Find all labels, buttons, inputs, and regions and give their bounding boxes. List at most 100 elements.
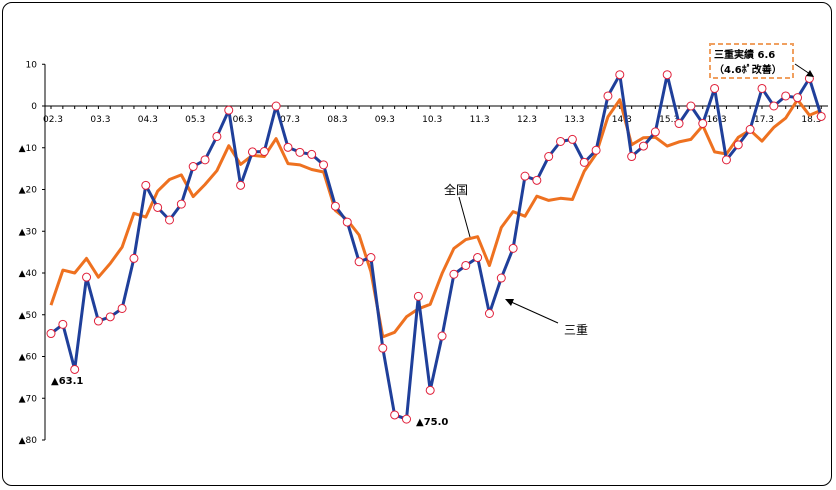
mie-data-point (710, 83, 720, 93)
mie-data-point (283, 142, 293, 152)
y-tick-label: ▲30 (19, 227, 38, 237)
x-tick-label: 04.3 (138, 115, 158, 125)
mie-data-point (165, 215, 174, 225)
x-axis-ticks: 02.3 03.3 04.3 05.3 06.3 07.3 08.3 09.3 10.3 11.3… (43, 106, 822, 125)
callout-leader-line (794, 63, 811, 75)
y-axis-ticks: 10 0 ▲10 ▲20 ▲30 ▲40 ▲50 ▲60 ▲70 ▲80 (19, 60, 45, 446)
callout-arrowhead (806, 70, 814, 77)
mie-data-point (366, 253, 376, 263)
x-tick-label: 03.3 (90, 115, 110, 125)
mie-data-point (579, 157, 589, 167)
mie-data-point (650, 127, 660, 137)
mie-series-label: 三重 (564, 323, 588, 337)
mie-data-point (745, 124, 755, 134)
min-annotation-63: ▲63.1 (51, 376, 83, 387)
mie-data-point (757, 83, 767, 93)
mie-data-point (520, 171, 530, 181)
mie-data-point (236, 180, 246, 190)
series-layer (46, 70, 826, 424)
mie-data-point (769, 101, 779, 111)
callout-box (709, 43, 794, 79)
mie-data-point (330, 201, 340, 211)
y-tick-label: ▲20 (19, 186, 38, 196)
mie-data-point (70, 364, 80, 374)
x-tick-label: 17.3 (754, 115, 774, 125)
mie-data-point (176, 199, 186, 209)
mie-data-point (662, 70, 672, 80)
x-tick-label: 12.3 (517, 115, 537, 125)
mie-data-point (188, 162, 198, 172)
y-tick-label: ▲70 (19, 394, 38, 404)
zenkoku-leader-line (458, 196, 471, 238)
mie-data-point (473, 253, 483, 263)
mie-data-point (212, 131, 222, 141)
mie-data-point (58, 319, 68, 329)
mie-data-point (319, 160, 329, 170)
y-tick-label: 10 (26, 60, 38, 70)
mie-data-point (781, 91, 791, 101)
x-tick-label: 10.3 (422, 115, 442, 125)
mie-data-point (93, 316, 103, 326)
x-tick-label: 06.3 (233, 115, 253, 125)
y-tick-label: 0 (31, 102, 37, 112)
mie-data-point (82, 272, 92, 282)
mie-data-point (413, 291, 423, 301)
mie-data-point (437, 331, 447, 341)
zenkoku-series-line (49, 98, 822, 339)
x-tick-label: 13.3 (564, 115, 584, 125)
mie-data-point (508, 243, 518, 253)
mie-data-point (639, 141, 648, 151)
y-tick-label: ▲80 (19, 436, 38, 446)
x-tick-label: 09.3 (375, 115, 395, 125)
mie-data-point (567, 134, 577, 144)
mie-data-point (271, 101, 281, 111)
y-tick-label: ▲50 (19, 311, 38, 321)
mie-data-point (556, 136, 566, 146)
mie-data-point (674, 119, 684, 129)
mie-data-point (496, 273, 506, 283)
mie-leader-line (508, 300, 559, 324)
mie-data-point (402, 414, 411, 424)
mie-data-point (354, 257, 364, 267)
mie-data-point (153, 202, 163, 212)
x-tick-label: 14.3 (612, 115, 632, 125)
x-tick-label: 05.3 (185, 115, 205, 125)
x-tick-label: 16.3 (707, 115, 727, 125)
mie-data-point (698, 119, 708, 129)
mie-data-point (721, 155, 731, 165)
mie-data-point (461, 260, 471, 270)
mie-data-point (793, 93, 803, 103)
mie-data-point (295, 147, 305, 157)
mie-data-point (449, 269, 459, 279)
x-tick-label: 08.3 (327, 115, 347, 125)
mie-data-point (378, 343, 388, 353)
mie-data-point (484, 308, 494, 318)
mie-data-point (591, 145, 601, 155)
mie-data-point (259, 147, 269, 157)
mie-data-point (200, 155, 210, 165)
y-tick-label: ▲10 (19, 144, 38, 154)
y-tick-label: ▲40 (19, 269, 38, 279)
x-tick-label: 11.3 (470, 115, 490, 125)
x-tick-label: 15.3 (659, 115, 679, 125)
mie-data-point (733, 140, 743, 150)
mie-arrowhead (505, 299, 514, 306)
mie-data-point (117, 303, 127, 313)
mie-data-point (105, 312, 115, 322)
mie-data-point (816, 111, 826, 121)
mie-data-point (615, 70, 625, 80)
zenkoku-series-label: 全国 (444, 182, 468, 197)
x-tick-label: 02.3 (43, 115, 63, 125)
x-tick-label: 18.3 (801, 115, 821, 125)
mie-data-point (307, 149, 317, 159)
mie-data-point (686, 101, 696, 111)
mie-data-point (46, 329, 56, 339)
mie-data-point (224, 105, 234, 115)
x-tick-label: 07.3 (280, 115, 300, 125)
callout-text-improvement: （4.6ﾎﾟ改善） (714, 63, 782, 76)
min-annotation-75: ▲75.0 (416, 417, 448, 428)
mie-data-point (247, 147, 257, 157)
mie-data-point (141, 180, 151, 190)
